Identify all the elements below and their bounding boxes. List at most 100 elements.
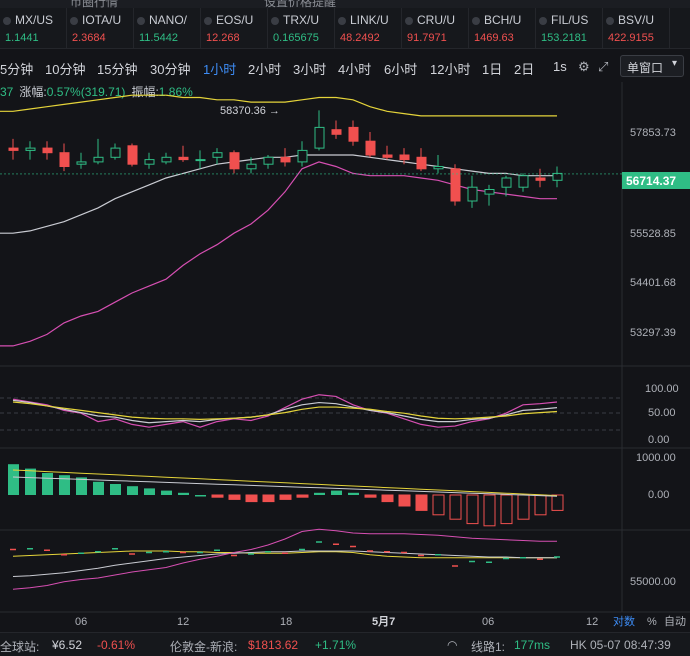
candle-body: [552, 172, 563, 181]
ticker-item[interactable]: IOTA/U 2.3684: [67, 8, 134, 48]
percent-scale-toggle[interactable]: %: [647, 616, 657, 628]
tab-1h[interactable]: 1小时: [203, 62, 237, 77]
macd-bar: [8, 464, 19, 495]
macd-bar: [551, 494, 564, 511]
time-tick: 5月7: [372, 615, 395, 628]
time-tick: 12: [586, 616, 598, 628]
info-prefix: 37: [0, 85, 14, 99]
change-value: 0.57%(319.71): [46, 85, 126, 99]
ticker-item[interactable]: BSV/U 422.9155: [603, 8, 670, 48]
tab-10m[interactable]: 10分钟: [45, 62, 86, 77]
expand-icon[interactable]: ⤢: [598, 59, 609, 74]
macd-bar: [331, 490, 342, 495]
kline-chart[interactable]: 57853.73 55528.85 54401.68 53297.39 5671…: [0, 82, 690, 632]
candle-body: [450, 168, 461, 202]
ticker-item[interactable]: MX/US 1.1441: [0, 8, 67, 48]
candle-body: [110, 147, 121, 158]
top-strip: 币圈行情 设置价格提醒: [0, 0, 690, 8]
mini-middle-band: [12, 550, 557, 577]
oscillator-tick: 100.00: [645, 383, 679, 395]
line-label[interactable]: 线路1:: [471, 640, 506, 654]
chevron-down-icon: ▾: [671, 58, 677, 69]
macd-tick: 1000.00: [636, 452, 676, 464]
macd-bar: [296, 494, 309, 498]
macd-bar: [279, 494, 292, 500]
status-price2: $1813.62: [248, 638, 299, 652]
macd-bar: [59, 475, 70, 495]
tab-5m[interactable]: 5分钟: [0, 62, 34, 77]
wifi-icon: ◠: [447, 638, 458, 652]
ticker-bar: MX/US 1.1441 IOTA/U 2.3684 NANO/11.5442 EO…: [0, 8, 690, 49]
ticker-item[interactable]: CRU/U 91.7971: [402, 8, 469, 48]
tab-15m[interactable]: 15分钟: [97, 62, 138, 77]
change-label: 涨幅:: [19, 85, 47, 99]
macd-bar: [211, 494, 224, 498]
status-change2: +1.71%: [315, 638, 357, 652]
candle-body: [433, 166, 444, 170]
log-scale-toggle[interactable]: 对数: [613, 614, 635, 628]
status-change1: -0.61%: [97, 638, 136, 652]
macd-bar: [483, 494, 496, 527]
window-mode-select[interactable]: 单窗口 ▾: [620, 55, 684, 77]
coin-icon: [606, 17, 614, 25]
macd-bar: [398, 494, 411, 507]
coin-icon: [338, 17, 346, 25]
oscillator-line: [12, 399, 558, 424]
candle-body: [348, 126, 359, 142]
status-mid-label: 伦敦金-新浪:: [170, 640, 238, 654]
ticker-item[interactable]: FIL/US 153.2181: [536, 8, 603, 48]
tab-3h[interactable]: 3小时: [293, 62, 327, 77]
tab-4h[interactable]: 4小时: [338, 62, 372, 77]
mini-price-tick: 55000.00: [630, 576, 676, 588]
tab-6h[interactable]: 6小时: [384, 62, 418, 77]
candle-body: [8, 147, 19, 151]
oscillator-tick: 0.00: [648, 434, 669, 446]
tab-12h[interactable]: 12小时: [430, 62, 471, 77]
candle-body: [178, 156, 189, 161]
current-price-label: 56714.37: [626, 174, 676, 188]
macd-bar: [245, 494, 258, 503]
macd-bar: [432, 494, 445, 516]
macd-pane: [8, 464, 564, 527]
candle-body: [331, 129, 342, 135]
ticker-item[interactable]: EOS/U 12.268: [201, 8, 268, 48]
middle-band-line: [0, 154, 557, 234]
tab-2d[interactable]: 2日: [514, 62, 535, 77]
oscillator-line: [12, 401, 558, 420]
price-tick: 54401.68: [630, 277, 676, 289]
upper-band-line: [0, 94, 557, 117]
status-bar: 全球站: ¥6.52 -0.61% 伦敦金-新浪: $1813.62 +1.71…: [0, 632, 690, 656]
coin-icon: [472, 17, 480, 25]
candle-body: [297, 149, 308, 163]
top-strip-right[interactable]: 设置价格提醒: [264, 0, 337, 8]
ticker-item[interactable]: BCH/U 1469.63: [469, 8, 536, 48]
timeframe-bar: 5分钟 10分钟 15分钟 30分钟 1小时 2小时 3小时 4小时 6小时 1…: [0, 50, 690, 82]
ticker-item[interactable]: LINK/U 48.2492: [335, 8, 402, 48]
tab-30m[interactable]: 30分钟: [150, 62, 191, 77]
macd-bar: [314, 492, 325, 495]
coin-icon: [405, 17, 413, 25]
ticker-item[interactable]: TRX/U 0.165675: [268, 8, 335, 48]
candle-body: [195, 159, 206, 162]
macd-bar: [144, 488, 155, 495]
coin-icon: [137, 17, 145, 25]
time-tick: 12: [177, 616, 189, 628]
auto-scale-toggle[interactable]: 自动: [664, 615, 686, 628]
ticker-item[interactable]: NANO/11.5442: [134, 8, 201, 48]
tab-1d[interactable]: 1日: [482, 62, 503, 77]
macd-bar: [42, 473, 53, 495]
macd-line: [12, 476, 558, 497]
macd-bar: [517, 494, 530, 520]
macd-bar: [415, 494, 428, 511]
settings-icon[interactable]: ⚙: [578, 59, 590, 74]
candle-body: [399, 154, 410, 161]
time-tick: 06: [482, 616, 494, 628]
tab-1s[interactable]: 1s: [553, 59, 567, 74]
tab-2h[interactable]: 2小时: [248, 62, 282, 77]
candle-body: [535, 177, 546, 181]
top-strip-left: 币圈行情: [70, 0, 119, 8]
candle-body: [467, 186, 478, 202]
coin-icon: [539, 17, 547, 25]
clock: HK 05-07 08:47:39: [570, 638, 671, 652]
macd-bar: [534, 494, 547, 516]
